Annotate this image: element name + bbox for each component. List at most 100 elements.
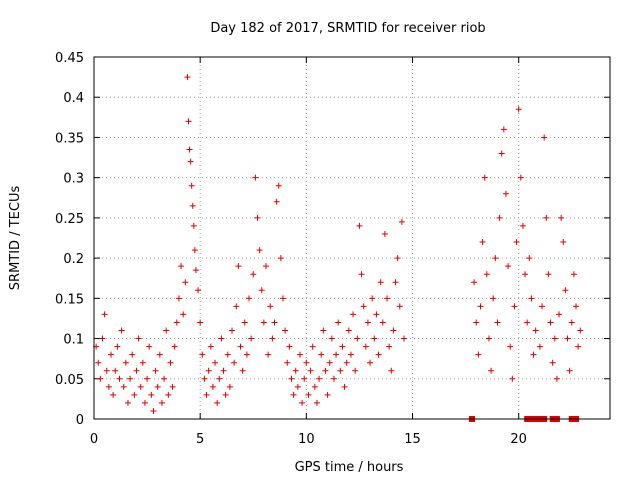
data-point: [309, 343, 316, 350]
data-point: [515, 106, 522, 113]
data-point: [290, 391, 297, 398]
data-point: [114, 343, 121, 350]
data-point: [288, 375, 295, 382]
data-point: [339, 343, 346, 350]
data-point: [105, 383, 112, 390]
data-point: [388, 367, 395, 374]
data-point: [101, 311, 108, 318]
data-point: [398, 218, 405, 225]
data-point: [373, 311, 380, 318]
data-point: [377, 279, 384, 286]
data-point: [148, 391, 155, 398]
data-point: [539, 303, 546, 310]
data-point: [187, 158, 194, 165]
y-tick-label: 0.15: [55, 292, 84, 307]
data-point: [341, 383, 348, 390]
data-point: [500, 126, 507, 133]
data-point: [256, 247, 263, 254]
data-point: [485, 335, 492, 342]
data-point: [197, 319, 204, 326]
data-point: [553, 375, 560, 382]
data-point: [220, 367, 227, 374]
data-point: [532, 327, 539, 334]
data-point: [258, 287, 265, 294]
data-point: [494, 319, 501, 326]
data-point: [547, 319, 554, 326]
data-point: [337, 367, 344, 374]
data-point: [498, 150, 505, 157]
data-point: [481, 174, 488, 181]
data-point: [381, 230, 388, 237]
chart-title: Day 182 of 2017, SRMTID for receiver rio…: [210, 21, 485, 36]
data-point: [328, 335, 335, 342]
y-tick-label: 0.35: [55, 131, 84, 146]
x-tick-label: 15: [404, 432, 421, 447]
data-point: [568, 319, 575, 326]
data-point: [394, 255, 401, 262]
data-point: [356, 222, 363, 229]
data-point: [265, 351, 272, 358]
data-point: [505, 263, 512, 270]
data-point: [360, 303, 367, 310]
data-point: [575, 343, 582, 350]
data-point: [545, 271, 552, 278]
grid-lines: [94, 57, 610, 419]
data-point: [222, 391, 229, 398]
data-point: [201, 375, 208, 382]
data-point: [246, 295, 253, 302]
data-point: [352, 367, 359, 374]
data-point: [191, 247, 198, 254]
data-point: [133, 367, 140, 374]
data-point: [392, 279, 399, 286]
data-point: [277, 255, 284, 262]
data-point: [137, 383, 144, 390]
y-tick-label: 0.45: [55, 51, 84, 66]
data-point: [362, 343, 369, 350]
data-point: [260, 319, 267, 326]
data-point: [241, 319, 248, 326]
data-point: [205, 367, 212, 374]
data-point: [207, 343, 214, 350]
data-point: [158, 399, 165, 406]
data-point: [237, 343, 244, 350]
y-tick-label: 0.05: [55, 373, 84, 388]
data-point: [129, 351, 136, 358]
data-point: [401, 335, 408, 342]
data-point: [95, 359, 102, 366]
data-point: [199, 351, 206, 358]
data-point: [144, 375, 151, 382]
data-point: [294, 383, 301, 390]
data-point: [116, 375, 123, 382]
data-point: [526, 255, 533, 262]
y-tick-label: 0.3: [63, 172, 84, 187]
data-point: [182, 279, 189, 286]
data-point: [375, 351, 382, 358]
x-tick-label: 0: [90, 432, 98, 447]
data-point: [307, 367, 314, 374]
data-point: [141, 399, 148, 406]
data-point: [473, 319, 480, 326]
data-point: [488, 367, 495, 374]
x-tick-label: 5: [196, 432, 204, 447]
data-point: [216, 375, 223, 382]
data-point: [556, 311, 563, 318]
data-point: [326, 359, 333, 366]
data-point: [239, 367, 246, 374]
data-point: [311, 383, 318, 390]
data-point: [369, 295, 376, 302]
data-point: [558, 214, 565, 221]
data-point: [549, 359, 556, 366]
data-point: [320, 327, 327, 334]
data-point: [103, 367, 110, 374]
data-point: [154, 383, 161, 390]
y-tick-label: 0.2: [63, 252, 84, 267]
data-point: [243, 351, 250, 358]
data-point: [524, 319, 531, 326]
data-point: [483, 271, 490, 278]
data-points: [93, 74, 584, 422]
data-point: [502, 190, 509, 197]
data-point: [573, 303, 580, 310]
data-point: [330, 375, 337, 382]
data-point: [110, 391, 117, 398]
